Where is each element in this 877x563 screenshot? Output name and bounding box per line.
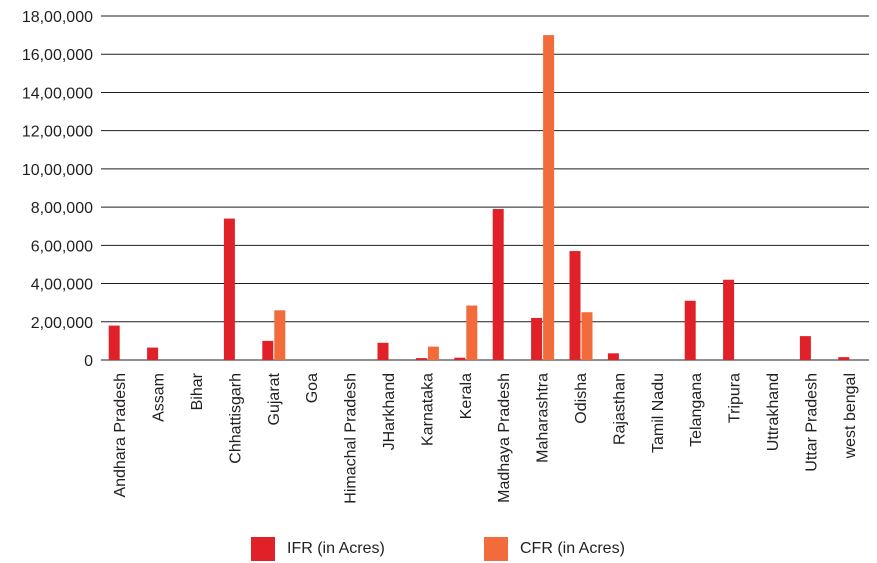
x-category-label: Assam: [151, 373, 168, 422]
legend-swatch-ifr: [251, 537, 275, 561]
legend-item-ifr: IFR (in Acres): [251, 537, 385, 561]
y-tick-label: 4,00,000: [31, 277, 93, 294]
y-axis-ticks: 0 2,00,000 4,00,000 6,00,000 8,00,000 10,00,0…: [22, 9, 93, 370]
bar-ifr: [684, 300, 696, 360]
x-category-label: Gujarat: [266, 372, 283, 425]
legend-item-cfr: CFR (in Acres): [484, 537, 625, 561]
legend-label-ifr: IFR (in Acres): [287, 540, 385, 557]
bar-ifr: [262, 340, 274, 360]
x-category-label: Rajasthan: [611, 373, 628, 445]
x-category-label: Tamil Nadu: [650, 373, 667, 453]
x-category-label: Uttar Pradesh: [803, 373, 820, 472]
x-category-label: west bengal: [842, 373, 859, 459]
bar-ifr: [492, 209, 504, 360]
x-axis-categories: Andhara Pradesh Assam Bihar Chhattisgarh Guj…: [112, 372, 859, 503]
x-category-label: Himachal Pradesh: [343, 373, 360, 504]
bar-ifr: [838, 357, 850, 360]
x-category-label: Kerala: [458, 373, 475, 419]
bar-ifr: [223, 218, 235, 360]
bar-ifr: [147, 347, 159, 360]
x-category-label: Andhara Pradesh: [112, 373, 129, 498]
bar-ifr: [415, 358, 427, 360]
x-category-label: Telangana: [688, 373, 705, 447]
y-tick-label: 14,00,000: [22, 85, 93, 102]
x-category-label: JHarkhand: [381, 373, 398, 450]
y-tick-label: 10,00,000: [22, 162, 93, 179]
legend-swatch-cfr: [484, 537, 508, 561]
bar-ifr: [723, 279, 735, 360]
bar-cfr: [466, 305, 478, 360]
y-tick-label: 0: [84, 353, 93, 370]
x-category-label: Maharashtra: [535, 373, 552, 463]
bar-ifr: [108, 325, 120, 360]
bar-cfr: [427, 346, 439, 360]
y-tick-label: 8,00,000: [31, 200, 93, 217]
bar-cfr: [581, 312, 593, 360]
legend-label-cfr: CFR (in Acres): [520, 540, 625, 557]
x-category-label: Uttrakhand: [765, 373, 782, 451]
y-tick-label: 18,00,000: [22, 9, 93, 26]
bar-cfr: [543, 35, 555, 360]
bar-ifr: [531, 317, 543, 360]
y-tick-label: 16,00,000: [22, 47, 93, 64]
y-tick-label: 6,00,000: [31, 238, 93, 255]
bar-ifr: [377, 342, 389, 360]
x-category-label: Bihar: [189, 372, 206, 410]
x-category-label: Odisha: [573, 373, 590, 424]
x-category-label: Karnataka: [419, 373, 436, 446]
bar-ifr: [799, 336, 811, 360]
bar-ifr: [607, 353, 619, 360]
y-tick-label: 12,00,000: [22, 124, 93, 141]
bar-ifr: [454, 357, 466, 360]
bars: [108, 35, 850, 360]
x-category-label: Chhattisgarh: [227, 373, 244, 464]
bar-cfr: [274, 310, 286, 360]
x-category-label: Goa: [304, 373, 321, 403]
x-category-label: Tripura: [727, 373, 744, 423]
y-tick-label: 2,00,000: [31, 315, 93, 332]
gridlines: [101, 15, 869, 361]
bar-ifr: [569, 251, 581, 360]
x-category-label: Madhaya Pradesh: [496, 373, 513, 503]
